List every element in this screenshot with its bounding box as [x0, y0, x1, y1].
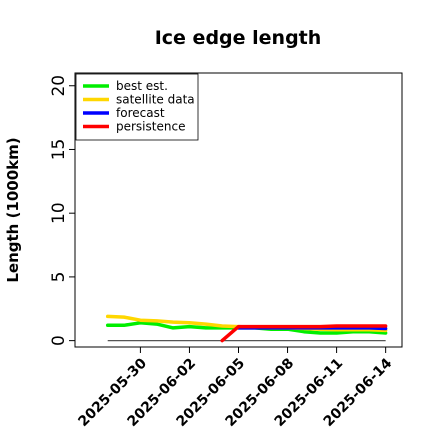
y-tick-label: 0 — [49, 335, 69, 346]
legend-entry: persistence — [116, 120, 185, 134]
y-tick-label: 10 — [49, 202, 69, 224]
legend-entry: best est. — [116, 79, 168, 93]
legend-entry: forecast — [116, 106, 165, 120]
y-tick-label: 15 — [49, 139, 69, 161]
series-line-persistence — [220, 324, 388, 343]
legend: best est.satellite dataforecastpersisten… — [75, 73, 199, 141]
legend-entry: satellite data — [116, 93, 195, 107]
y-tick-label: 20 — [49, 75, 69, 97]
y-tick-label: 5 — [49, 271, 69, 282]
y-axis-label: Length (1000km) — [4, 137, 22, 282]
chart-title: Ice edge length — [155, 27, 322, 49]
